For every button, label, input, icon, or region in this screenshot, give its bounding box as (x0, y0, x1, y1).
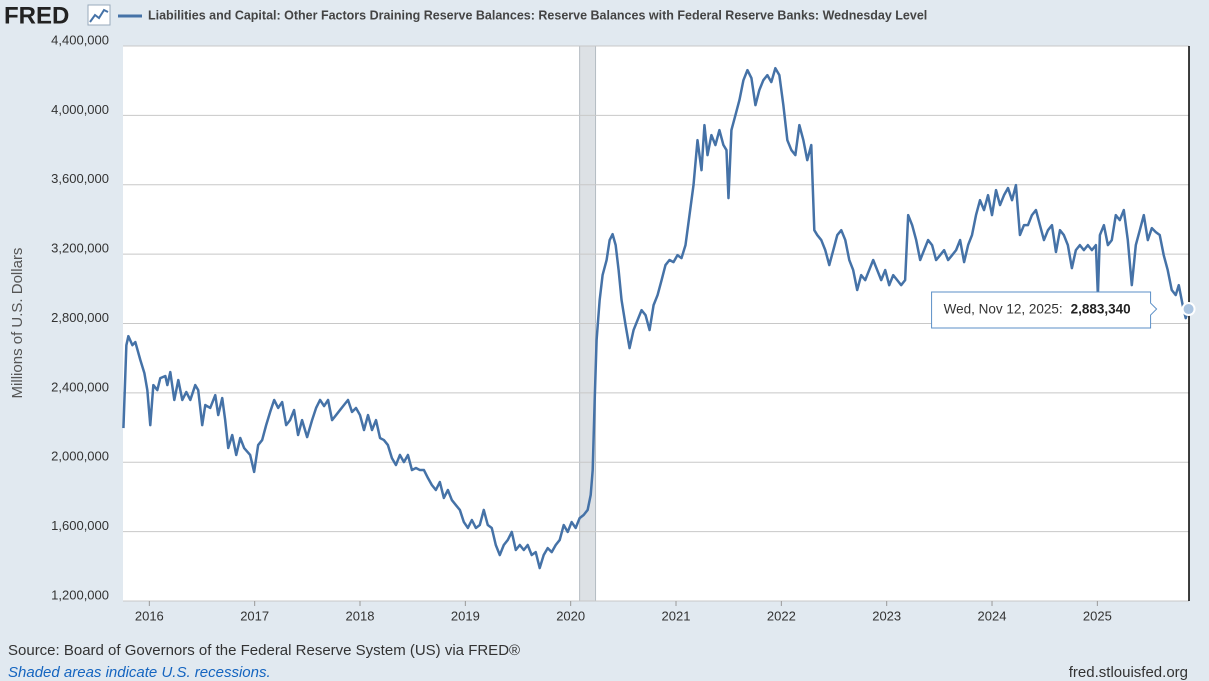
y-tick-label: 2,800,000 (51, 310, 109, 325)
y-tick-label: 3,600,000 (51, 171, 109, 186)
logo-icon (87, 4, 111, 26)
x-tick-label: 2025 (1083, 608, 1112, 623)
tooltip-box (931, 291, 1158, 329)
x-tick-label: 2016 (135, 608, 164, 623)
series-line (122, 66, 1190, 570)
recession-note[interactable]: Shaded areas indicate U.S. recessions. (8, 664, 271, 681)
y-tick-label: 3,200,000 (51, 241, 109, 256)
logo[interactable]: FRED (4, 2, 69, 29)
y-tick-label: 4,000,000 (51, 102, 109, 117)
x-tick-label: 2018 (346, 608, 375, 623)
y-tick-label: 1,200,000 (51, 587, 109, 602)
site[interactable]: fred.stlouisfed.org (1069, 664, 1188, 681)
plot: 1,200,000 1,600,000 2,000,000 2,400,000 2,80… (51, 32, 1196, 623)
y-tick-label: 4,400,000 (51, 32, 109, 47)
tooltip-marker (1181, 302, 1196, 317)
y-tick-label: 2,400,000 (51, 379, 109, 394)
tooltip-value: 2,883,340 (1071, 302, 1131, 317)
x-tick-label: 2021 (662, 608, 691, 623)
tooltip-date: Wed, Nov 12, 2025: (944, 302, 1063, 317)
x-tick-label: 2017 (240, 608, 269, 623)
source: Source: Board of Governors of the Federa… (8, 642, 520, 659)
x-tick-label: 2024 (978, 608, 1007, 623)
y-axis-label: Millions of U.S. Dollars (9, 248, 26, 399)
y-tick-label: 1,600,000 (51, 518, 109, 533)
x-tick-label: 2020 (556, 608, 585, 623)
x-tick-label: 2019 (451, 608, 480, 623)
legend-label: Liabilities and Capital: Other Factors D… (148, 8, 927, 22)
tooltip: Wed, Nov 12, 2025: 2,883,340 (931, 291, 1196, 329)
x-tick-label: 2022 (767, 608, 796, 623)
x-tick-label: 2023 (872, 608, 901, 623)
y-tick-label: 2,000,000 (51, 449, 109, 464)
